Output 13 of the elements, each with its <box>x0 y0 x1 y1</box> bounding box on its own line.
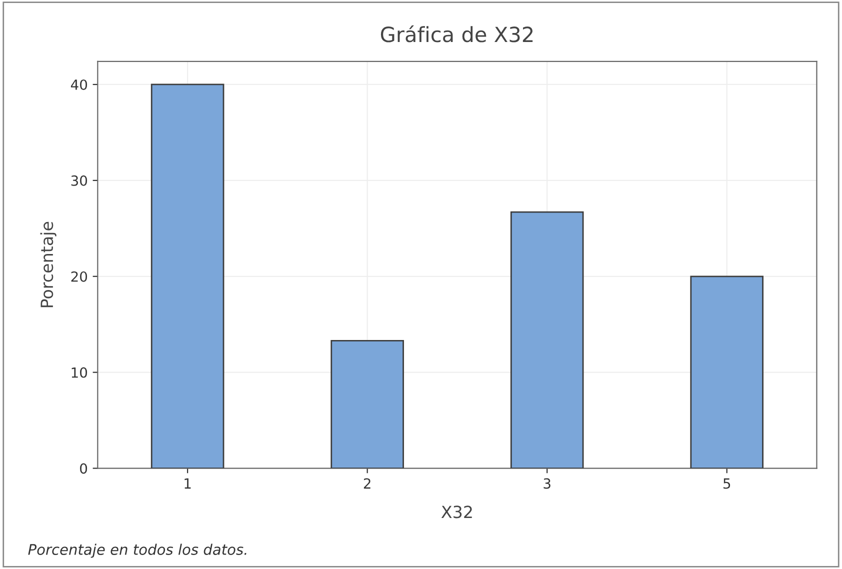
y-tick-label: 0 <box>80 463 88 474</box>
x-tick-label: 1 <box>184 478 191 489</box>
y-tick-label: 30 <box>71 175 88 186</box>
y-tick-label: 20 <box>71 271 88 282</box>
chart-title: Gráfica de X32 <box>380 25 533 42</box>
y-tick-label: 10 <box>72 367 88 378</box>
y-tick-label: 40 <box>70 79 88 90</box>
x-tick-label: 3 <box>544 478 550 489</box>
text: Porcentaje en todos los datos. <box>28 544 246 558</box>
x-tick-label: 2 <box>364 478 370 489</box>
x-tick-label: 5 <box>724 478 730 489</box>
y-axis-title: Porcentaje <box>40 222 56 308</box>
x-axis-title: X32 <box>441 506 472 518</box>
